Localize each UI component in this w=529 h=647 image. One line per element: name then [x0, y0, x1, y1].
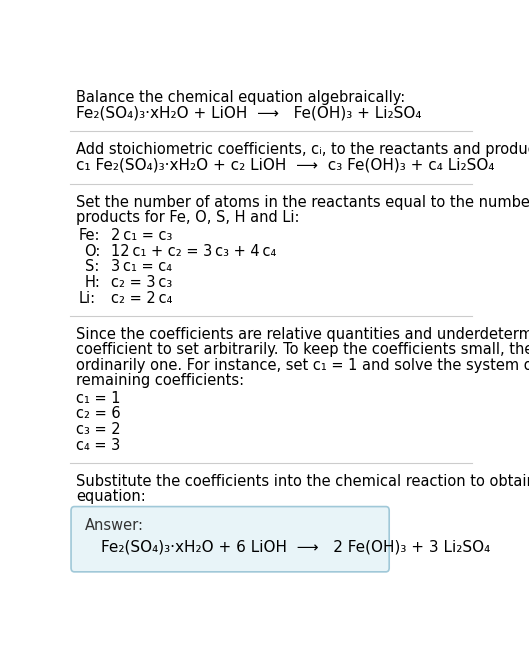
Text: S:: S:	[85, 259, 99, 274]
Text: H:: H:	[85, 276, 101, 291]
Text: c₃ = 2: c₃ = 2	[76, 422, 121, 437]
Text: Fe₂(SO₄)₃·xH₂O + 6 LiOH  ⟶   2 Fe(OH)₃ + 3 Li₂SO₄: Fe₂(SO₄)₃·xH₂O + 6 LiOH ⟶ 2 Fe(OH)₃ + 3 …	[101, 540, 490, 554]
Text: c₄ = 3: c₄ = 3	[76, 438, 121, 454]
Text: coefficient to set arbitrarily. To keep the coefficients small, the arbitrary va: coefficient to set arbitrarily. To keep …	[76, 342, 529, 357]
Text: Add stoichiometric coefficients, cᵢ, to the reactants and products:: Add stoichiometric coefficients, cᵢ, to …	[76, 142, 529, 157]
Text: ordinarily one. For instance, set c₁ = 1 and solve the system of equations for t: ordinarily one. For instance, set c₁ = 1…	[76, 358, 529, 373]
Text: c₂ = 3 c₃: c₂ = 3 c₃	[111, 276, 172, 291]
Text: O:: O:	[85, 243, 101, 259]
Text: c₂ = 2 c₄: c₂ = 2 c₄	[111, 291, 172, 307]
Text: Fe₂(SO₄)₃·xH₂O + LiOH  ⟶   Fe(OH)₃ + Li₂SO₄: Fe₂(SO₄)₃·xH₂O + LiOH ⟶ Fe(OH)₃ + Li₂SO₄	[76, 105, 422, 120]
Text: 12 c₁ + c₂ = 3 c₃ + 4 c₄: 12 c₁ + c₂ = 3 c₃ + 4 c₄	[111, 243, 277, 259]
Text: c₂ = 6: c₂ = 6	[76, 406, 121, 421]
Text: Since the coefficients are relative quantities and underdetermined, choose a: Since the coefficients are relative quan…	[76, 327, 529, 342]
Text: 2 c₁ = c₃: 2 c₁ = c₃	[111, 228, 172, 243]
FancyBboxPatch shape	[71, 507, 389, 572]
Text: 3 c₁ = c₄: 3 c₁ = c₄	[111, 259, 172, 274]
Text: remaining coefficients:: remaining coefficients:	[76, 373, 244, 388]
Text: products for Fe, O, S, H and Li:: products for Fe, O, S, H and Li:	[76, 210, 300, 225]
Text: Balance the chemical equation algebraically:: Balance the chemical equation algebraica…	[76, 90, 406, 105]
Text: Substitute the coefficients into the chemical reaction to obtain the balanced: Substitute the coefficients into the che…	[76, 474, 529, 488]
Text: c₁ = 1: c₁ = 1	[76, 391, 121, 406]
Text: c₁ Fe₂(SO₄)₃·xH₂O + c₂ LiOH  ⟶  c₃ Fe(OH)₃ + c₄ Li₂SO₄: c₁ Fe₂(SO₄)₃·xH₂O + c₂ LiOH ⟶ c₃ Fe(OH)₃…	[76, 158, 495, 173]
Text: Fe:: Fe:	[78, 228, 100, 243]
Text: Answer:: Answer:	[85, 518, 143, 532]
Text: Set the number of atoms in the reactants equal to the number of atoms in the: Set the number of atoms in the reactants…	[76, 195, 529, 210]
Text: equation:: equation:	[76, 489, 146, 504]
Text: Li:: Li:	[78, 291, 96, 307]
